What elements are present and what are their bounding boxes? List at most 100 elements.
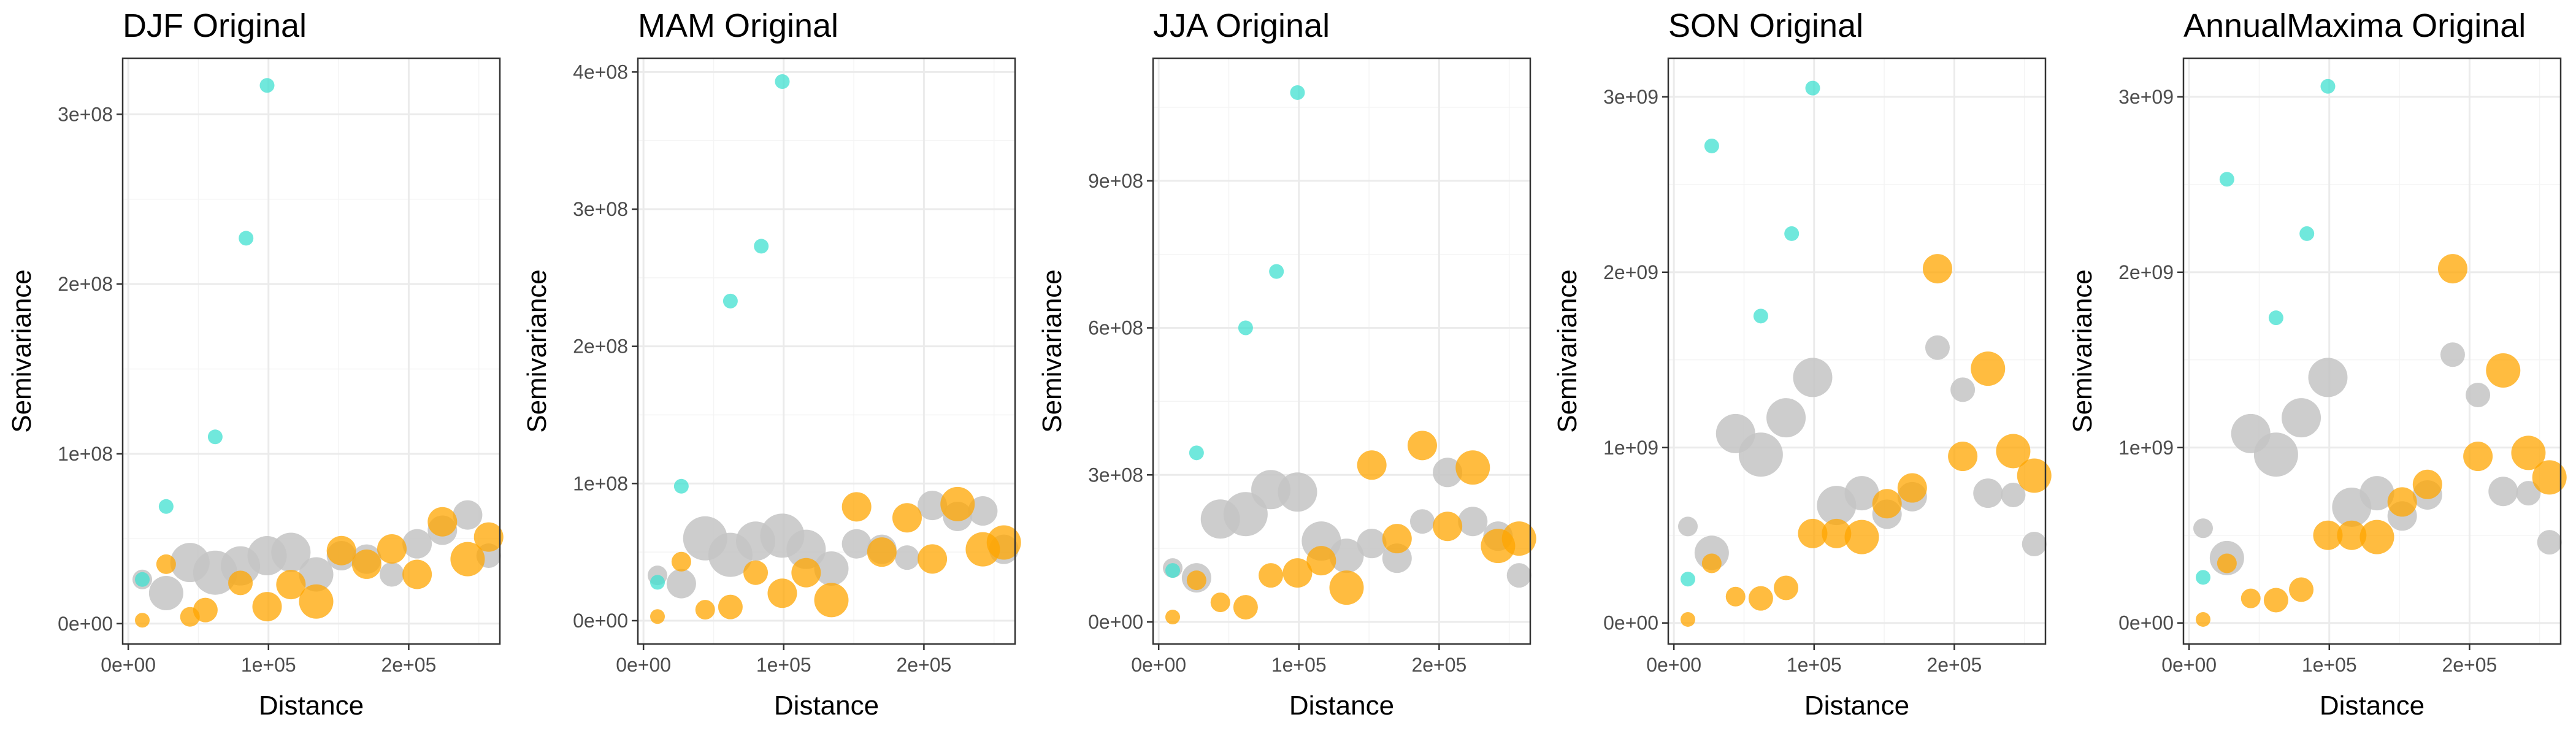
data-point [1701,553,1722,573]
data-point [2308,358,2348,397]
data-point [2387,487,2417,517]
data-point [673,478,689,494]
data-point [1409,509,1435,534]
x-tick-label: 1e+05 [756,654,811,676]
data-point [775,74,790,90]
data-series [1165,431,1536,625]
data-point [351,549,381,579]
x-tick-label: 2e+05 [1926,654,1982,676]
data-point [252,592,282,622]
panel-title: AnnualMaxima Original [2183,7,2526,44]
data-series [135,78,275,587]
data-point [867,537,897,567]
data-point [377,534,407,564]
data-point [1996,434,2031,469]
y-tick-label: 1e+09 [1603,437,1658,459]
data-point [666,569,696,599]
data-point [1973,478,2003,508]
y-tick-label: 0e+00 [1088,611,1143,633]
plot-frame [1667,57,2047,645]
data-point [2017,458,2052,493]
y-tick-label: 0e+00 [573,610,628,632]
x-tick-label: 2e+05 [381,654,436,676]
data-point [1357,529,1387,559]
data-point [754,239,769,254]
data-point [2466,382,2491,407]
data-point [2511,435,2546,470]
data-point [2196,570,2211,585]
y-tick-label: 1e+08 [573,472,628,494]
data-point [1704,138,1719,153]
data-point [695,600,715,620]
data-point [1753,309,1768,324]
x-axis-title: Distance [259,691,364,721]
data-point [1950,377,1976,402]
data-point [841,529,872,559]
data-point [1357,450,1387,480]
panel-title: JJA Original [1153,7,1330,44]
data-point [2241,588,2261,608]
data-point [2193,518,2214,539]
data-point [2488,477,2518,507]
data-point [2268,310,2283,326]
data-point [1805,80,1820,96]
data-point [2022,532,2047,557]
y-tick-label: 0e+00 [58,613,113,635]
data-point [1329,570,1364,605]
data-point [453,500,483,530]
data-point [193,597,218,623]
x-tick-label: 1e+05 [1787,654,1842,676]
chart-panel: 0e+00 1e+05 2e+05 0e+00 1e+09 2e+09 3e+09 Annua… [2068,7,2567,721]
data-point [743,560,769,585]
data-point [1278,472,1317,512]
data-point [940,486,975,521]
data-series [2196,79,2336,585]
data-point [723,293,738,309]
chart-panel: 0e+00 1e+05 2e+05 0e+00 3e+08 6e+08 9e+08 JJA O… [1037,7,1536,721]
plot-frame [2182,57,2562,645]
data-point [1971,351,2006,386]
data-point [2412,469,2442,499]
data-point [2532,460,2567,495]
data-point [276,570,306,600]
data-point [650,609,665,624]
data-point [239,231,254,246]
y-tick-label: 0e+00 [1603,612,1658,634]
data-series [1681,254,2052,627]
data-point [1766,398,1806,438]
data-point [1922,254,1952,284]
data-point [1501,521,1536,556]
data-point [135,572,150,587]
data-point [1897,473,1927,503]
y-tick-label: 6e+08 [1088,317,1143,339]
x-tick-label: 1e+05 [241,654,296,676]
data-point [1407,431,1437,461]
plot-frame [1152,57,1531,645]
y-axis-title: Semivariance [7,269,37,433]
x-axis-title: Distance [1804,691,1909,721]
x-tick-label: 0e+00 [1131,654,1186,676]
data-point [1165,563,1181,578]
data-point [2337,520,2367,550]
y-tick-label: 3e+08 [573,198,628,220]
data-point [1329,539,1364,573]
panel-title: SON Original [1668,7,1863,44]
data-point [2289,577,2314,602]
data-point [228,570,253,596]
data-point [1798,518,1828,548]
plot-frame [121,57,501,645]
y-tick-label: 4e+08 [573,61,628,83]
data-point [767,578,797,608]
data-point [156,554,176,574]
data-series [650,74,790,590]
x-tick-label: 2e+05 [2442,654,2497,676]
plot-frame [637,57,1016,645]
data-point [1259,563,1284,588]
x-tick-label: 1e+05 [1271,654,1327,676]
data-point [841,492,872,522]
x-tick-label: 0e+00 [2161,654,2217,676]
data-point [2516,481,2541,506]
data-point [718,594,743,619]
data-point [1774,575,1799,600]
